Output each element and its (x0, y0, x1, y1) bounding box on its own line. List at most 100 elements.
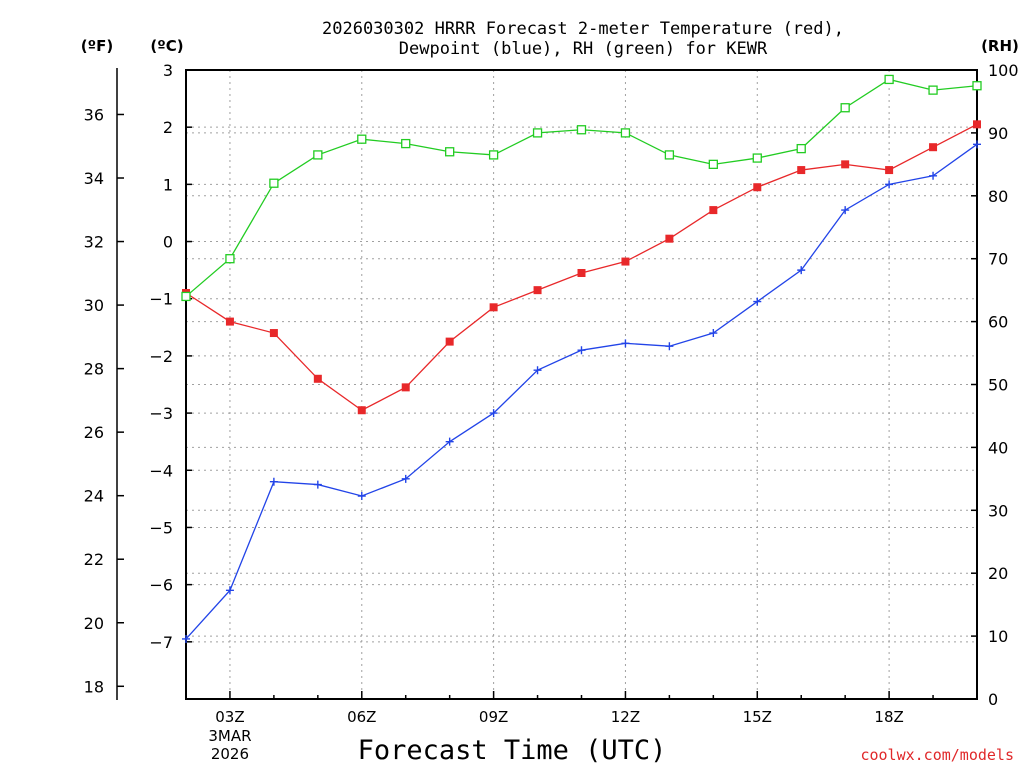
date-label: 3MAR (208, 727, 251, 745)
rh-point (664, 150, 675, 160)
rh-axis: 0 10 20 30 40 50 60 70 80 90 100 (971, 61, 1019, 709)
rh-point (532, 128, 543, 138)
dewpoint-point (489, 409, 498, 418)
rh-point (225, 254, 235, 264)
rh-tick-label: 10 (988, 627, 1008, 646)
fahrenheit-tick-label: 28 (84, 360, 104, 379)
dewpoint-point (445, 437, 454, 446)
fahrenheit-tick-label: 26 (84, 423, 104, 442)
celsius-tick-label: −7 (149, 633, 173, 652)
dewpoint-point (973, 140, 981, 149)
dewpoint-point (709, 329, 718, 338)
dewpoint-point (753, 297, 762, 306)
x-axis-title: Forecast Time (UTC) (358, 735, 667, 766)
fahrenheit-axis-label: (ºF) (81, 37, 113, 55)
series-dewpoint (182, 140, 981, 643)
rh-tick-label: 20 (988, 564, 1008, 583)
rh-tick-label: 80 (988, 187, 1008, 206)
fahrenheit-tick-label: 36 (84, 105, 104, 124)
fahrenheit-tick-label: 20 (84, 614, 104, 633)
time-tick-label: 06Z (347, 708, 376, 726)
rh-axis-label: (RH) (981, 37, 1019, 55)
series-layer (181, 74, 982, 643)
credit-link[interactable]: coolwx.com/models (860, 746, 1014, 764)
series-line-rh (185, 78, 978, 297)
rh-point (752, 153, 762, 163)
rh-tick-label: 100 (988, 61, 1019, 80)
temperature-point (841, 160, 850, 169)
temperature-point (621, 257, 630, 266)
fahrenheit-tick-label: 18 (84, 677, 104, 696)
rh-point (181, 291, 191, 302)
dewpoint-point (269, 477, 278, 486)
dewpoint-point (621, 339, 630, 348)
dewpoint-point (533, 366, 542, 375)
dewpoint-point (929, 171, 938, 180)
celsius-tick-label: 1 (163, 175, 173, 194)
dewpoint-point (225, 586, 234, 595)
temperature-point (401, 383, 410, 392)
series-rh (181, 74, 982, 302)
rh-point (620, 128, 631, 138)
fahrenheit-tick-label: 34 (84, 169, 104, 188)
temperature-point (709, 206, 718, 215)
rh-tick-label: 60 (988, 313, 1008, 332)
temperature-point (665, 234, 674, 243)
rh-tick-label: 0 (988, 690, 998, 709)
dewpoint-point (841, 206, 850, 215)
dewpoint-point (313, 480, 322, 489)
time-tick-label: 15Z (743, 708, 772, 726)
grid-lines (186, 69, 977, 699)
dewpoint-point (577, 346, 586, 355)
fahrenheit-axis: 18 20 22 24 26 28 30 32 34 36 (84, 68, 124, 700)
rh-point (313, 150, 323, 160)
celsius-tick-label: −5 (149, 518, 173, 537)
dewpoint-point (182, 634, 190, 643)
series-line-temperature (185, 123, 978, 411)
dewpoint-point (357, 492, 366, 501)
rh-point (840, 103, 850, 113)
series-temperature (182, 120, 981, 415)
temperature-point (885, 166, 894, 175)
rh-point (576, 125, 587, 135)
celsius-tick-label: −6 (149, 576, 173, 595)
temperature-point (533, 286, 542, 295)
temperature-point (753, 183, 762, 192)
chart-title-line-1: 2026030302 HRRR Forecast 2-meter Tempera… (322, 19, 844, 39)
time-tick-label: 09Z (479, 708, 508, 726)
rh-tick-label: 40 (988, 438, 1008, 457)
rh-point (269, 178, 279, 188)
rh-tick-label: 30 (988, 501, 1008, 520)
rh-tick-label: 70 (988, 250, 1008, 269)
temperature-point (445, 337, 454, 346)
rh-point (401, 138, 411, 149)
celsius-tick-label: −2 (149, 347, 173, 366)
fahrenheit-tick-label: 24 (84, 487, 104, 506)
time-tick-label: 12Z (611, 708, 640, 726)
temperature-point (973, 120, 981, 129)
dewpoint-point (885, 180, 894, 189)
celsius-tick-label: −3 (149, 404, 173, 423)
fahrenheit-tick-label: 30 (84, 296, 104, 315)
celsius-tick-label: 2 (163, 118, 173, 137)
time-tick-label: 18Z (874, 708, 903, 726)
temperature-point (269, 329, 278, 338)
rh-point (884, 74, 894, 85)
celsius-axis: −7 −6 −5 −4 −3 −2 −1 0 1 2 3 (149, 61, 192, 652)
rh-point (928, 85, 938, 95)
dewpoint-point (401, 474, 410, 483)
series-line-dewpoint (185, 143, 978, 640)
chart-title-line-2: Dewpoint (blue), RH (green) for KEWR (399, 39, 768, 59)
fahrenheit-tick-label: 32 (84, 233, 104, 252)
temperature-point (577, 268, 586, 277)
rh-point (796, 143, 806, 154)
rh-point (445, 147, 455, 157)
temperature-point (797, 166, 806, 175)
celsius-tick-label: −4 (149, 461, 173, 480)
rh-point (708, 159, 718, 170)
temperature-point (225, 317, 234, 326)
rh-point (357, 134, 367, 144)
dewpoint-point (797, 266, 806, 275)
